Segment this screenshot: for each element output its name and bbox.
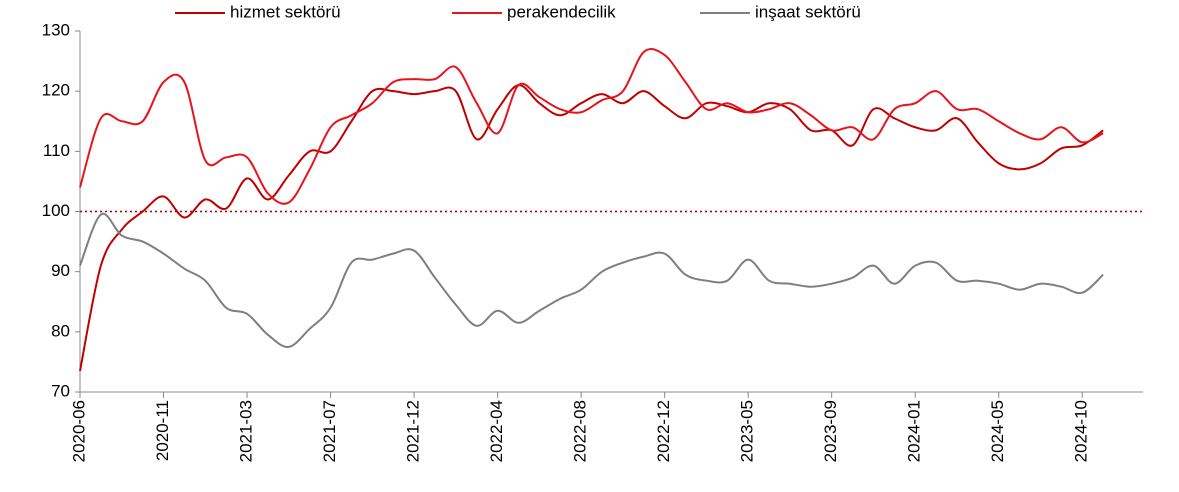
x-tick-label: 2022-12 <box>654 400 673 462</box>
x-tick-label: 2021-03 <box>237 400 256 462</box>
y-tick-label: 120 <box>42 81 70 100</box>
series-line <box>79 84 1104 372</box>
x-tick-label: 2022-08 <box>571 400 590 462</box>
x-tick-label: 2024-10 <box>1072 400 1091 462</box>
y-tick-label: 90 <box>51 261 70 280</box>
x-tick-label: 2022-04 <box>487 400 506 462</box>
x-tick-label: 2024-05 <box>988 400 1007 462</box>
y-tick-label: 80 <box>51 321 70 340</box>
x-tick-label: 2020-06 <box>69 400 88 462</box>
legend-label: inşaat sektörü <box>755 2 861 21</box>
x-tick-label: 2020-11 <box>153 400 172 461</box>
y-tick-label: 130 <box>42 20 70 39</box>
legend-label: perakendecilik <box>507 2 616 21</box>
series-line <box>79 48 1104 205</box>
y-tick-label: 100 <box>42 201 70 220</box>
x-tick-label: 2024-01 <box>905 400 924 462</box>
y-tick-label: 70 <box>51 381 70 400</box>
x-tick-label: 2023-09 <box>821 400 840 462</box>
y-tick-label: 110 <box>43 141 70 160</box>
legend-label: hizmet sektörü <box>230 2 341 21</box>
x-tick-label: 2023-05 <box>738 400 757 462</box>
x-tick-label: 2021-07 <box>320 400 339 462</box>
x-tick-label: 2021-12 <box>404 400 423 462</box>
series-line <box>79 212 1104 348</box>
